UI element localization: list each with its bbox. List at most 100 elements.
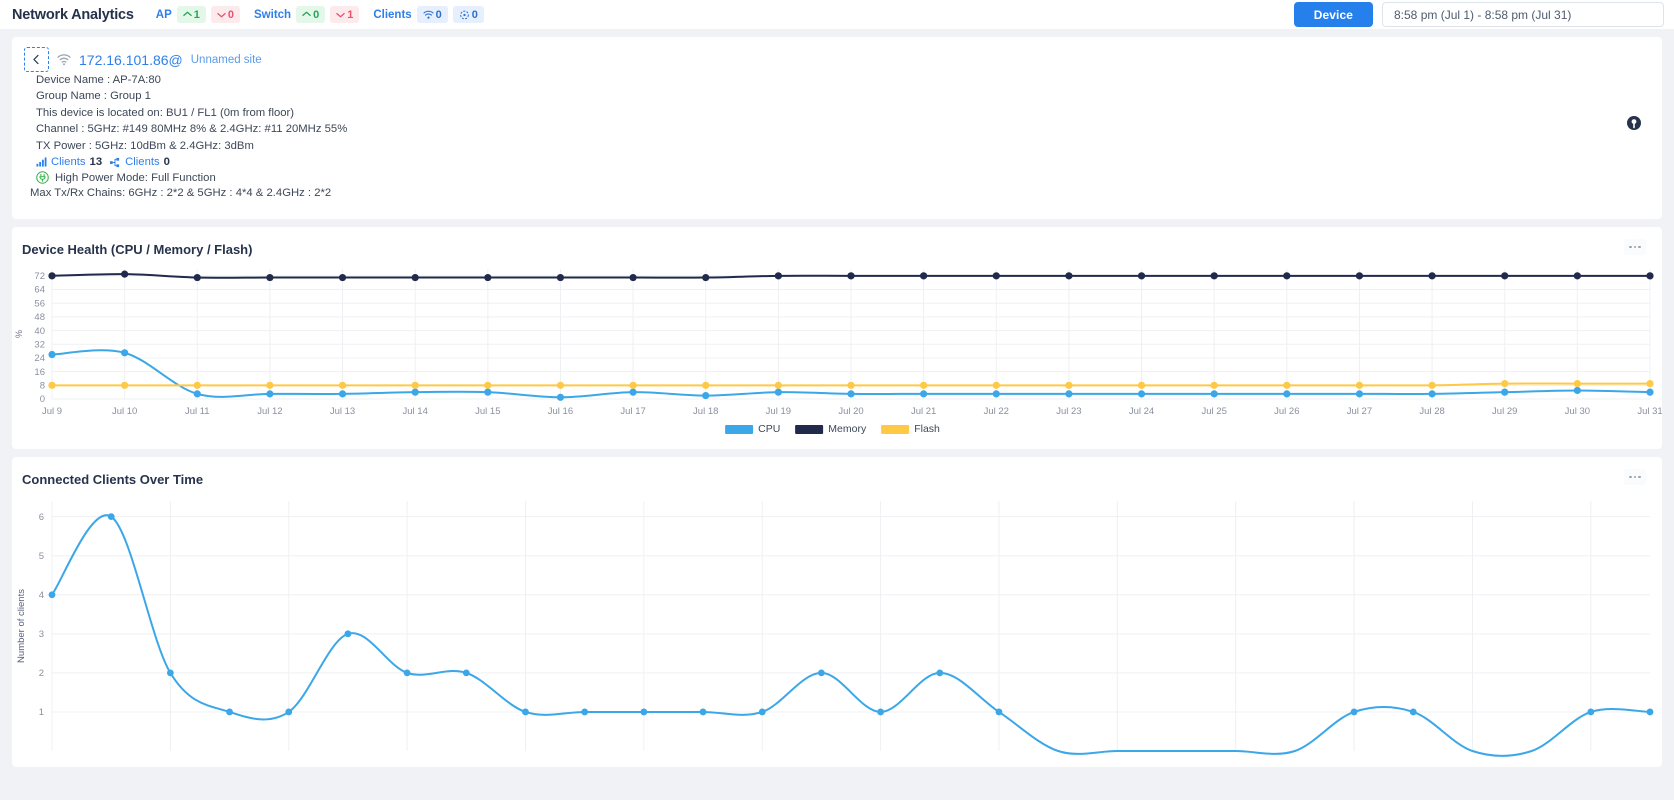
data-point[interactable] [936,669,944,677]
data-point[interactable] [1646,708,1654,716]
data-point[interactable] [774,388,782,396]
data-point[interactable] [581,708,589,716]
data-point[interactable] [992,272,1000,280]
data-point[interactable] [266,273,274,282]
data-point[interactable] [411,273,419,282]
data-point[interactable] [1573,272,1581,280]
data-point[interactable] [121,270,129,278]
data-point[interactable] [920,272,928,280]
data-point[interactable] [1210,272,1218,280]
data-point[interactable] [107,513,115,521]
data-point[interactable] [1210,390,1218,398]
data-point[interactable] [992,390,1000,398]
data-point[interactable] [338,390,347,398]
data-point[interactable] [403,669,411,677]
data-point[interactable] [774,272,782,280]
data-point[interactable] [1137,381,1146,389]
data-point[interactable] [1501,380,1509,388]
ap-up-pill[interactable]: 1 [176,6,206,23]
data-point[interactable] [847,381,855,389]
data-point[interactable] [556,273,565,282]
data-point[interactable] [338,381,347,389]
data-point[interactable] [462,669,470,677]
data-point[interactable] [1065,272,1073,280]
connected-clients-menu-icon[interactable] [1624,469,1646,485]
data-point[interactable] [193,381,201,389]
data-point[interactable] [121,349,129,357]
data-point[interactable] [48,381,56,389]
data-point[interactable] [1587,708,1595,716]
map-pin-icon[interactable] [1626,115,1642,131]
data-point[interactable] [877,708,884,716]
data-point[interactable] [995,708,1003,716]
wired-clients-group[interactable]: Clients 0 [109,156,170,168]
data-point[interactable] [48,272,56,280]
data-point[interactable] [166,669,174,677]
data-point[interactable] [556,381,565,389]
data-point[interactable] [193,273,201,282]
data-point[interactable] [847,272,855,280]
wired-clients-pill[interactable]: 0 [452,6,484,23]
data-point[interactable] [266,381,274,389]
data-point[interactable] [992,381,1000,389]
device-site[interactable]: Unnamed site [190,53,262,66]
data-point[interactable] [1137,390,1146,398]
data-point[interactable] [702,381,710,389]
stat-label-ap[interactable]: AP [155,8,172,21]
switch-up-pill[interactable]: 0 [296,6,326,23]
data-point[interactable] [285,708,293,716]
data-point[interactable] [1501,388,1509,396]
data-point[interactable] [484,381,492,389]
data-point[interactable] [1646,388,1654,396]
data-point[interactable] [1646,380,1654,388]
wireless-clients-pill[interactable]: 0 [416,6,448,23]
data-point[interactable] [818,669,825,677]
device-button[interactable]: Device [1293,2,1373,27]
data-point[interactable] [1409,708,1417,716]
data-point[interactable] [1355,381,1364,389]
ap-down-pill[interactable]: 0 [210,6,241,23]
device-health-menu-icon[interactable] [1624,239,1646,255]
data-point[interactable] [484,273,492,282]
data-point[interactable] [1573,380,1581,388]
data-point[interactable] [774,381,782,389]
data-point[interactable] [266,390,274,398]
wireless-clients-group[interactable]: Clients 13 [36,156,102,168]
data-point[interactable] [121,381,129,389]
stat-label-switch[interactable]: Switch [254,8,292,21]
data-point[interactable] [699,708,707,716]
legend-item-memory[interactable]: Memory [795,423,866,435]
data-point[interactable] [344,630,352,638]
data-point[interactable] [920,381,928,389]
switch-down-pill[interactable]: 1 [330,6,360,23]
data-point[interactable] [629,388,637,396]
data-point[interactable] [1355,272,1364,280]
data-point[interactable] [629,273,637,282]
data-point[interactable] [1355,390,1364,398]
data-point[interactable] [758,708,766,716]
data-point[interactable] [1065,390,1073,398]
data-point[interactable] [847,390,855,398]
data-point[interactable] [193,390,201,398]
data-point[interactable] [411,388,419,396]
data-point[interactable] [1428,381,1436,389]
date-range-picker[interactable]: 8:58 pm (Jul 1) - 8:58 pm (Jul 31) [1382,2,1664,27]
data-point[interactable] [1283,381,1291,389]
data-point[interactable] [1573,386,1581,395]
data-point[interactable] [48,591,56,599]
data-point[interactable] [1283,390,1291,398]
data-point[interactable] [1646,272,1654,280]
back-button[interactable] [24,47,49,72]
data-point[interactable] [1283,272,1291,280]
data-point[interactable] [1137,272,1146,280]
device-ip[interactable]: 172.16.101.86@ [79,51,183,68]
data-point[interactable] [1428,390,1436,398]
data-point[interactable] [48,350,56,359]
data-point[interactable] [702,273,710,282]
data-point[interactable] [556,393,565,401]
legend-item-flash[interactable]: Flash [881,423,940,435]
data-point[interactable] [484,388,492,396]
data-point[interactable] [1501,272,1509,280]
legend-item-cpu[interactable]: CPU [725,423,780,435]
data-point[interactable] [629,381,637,389]
